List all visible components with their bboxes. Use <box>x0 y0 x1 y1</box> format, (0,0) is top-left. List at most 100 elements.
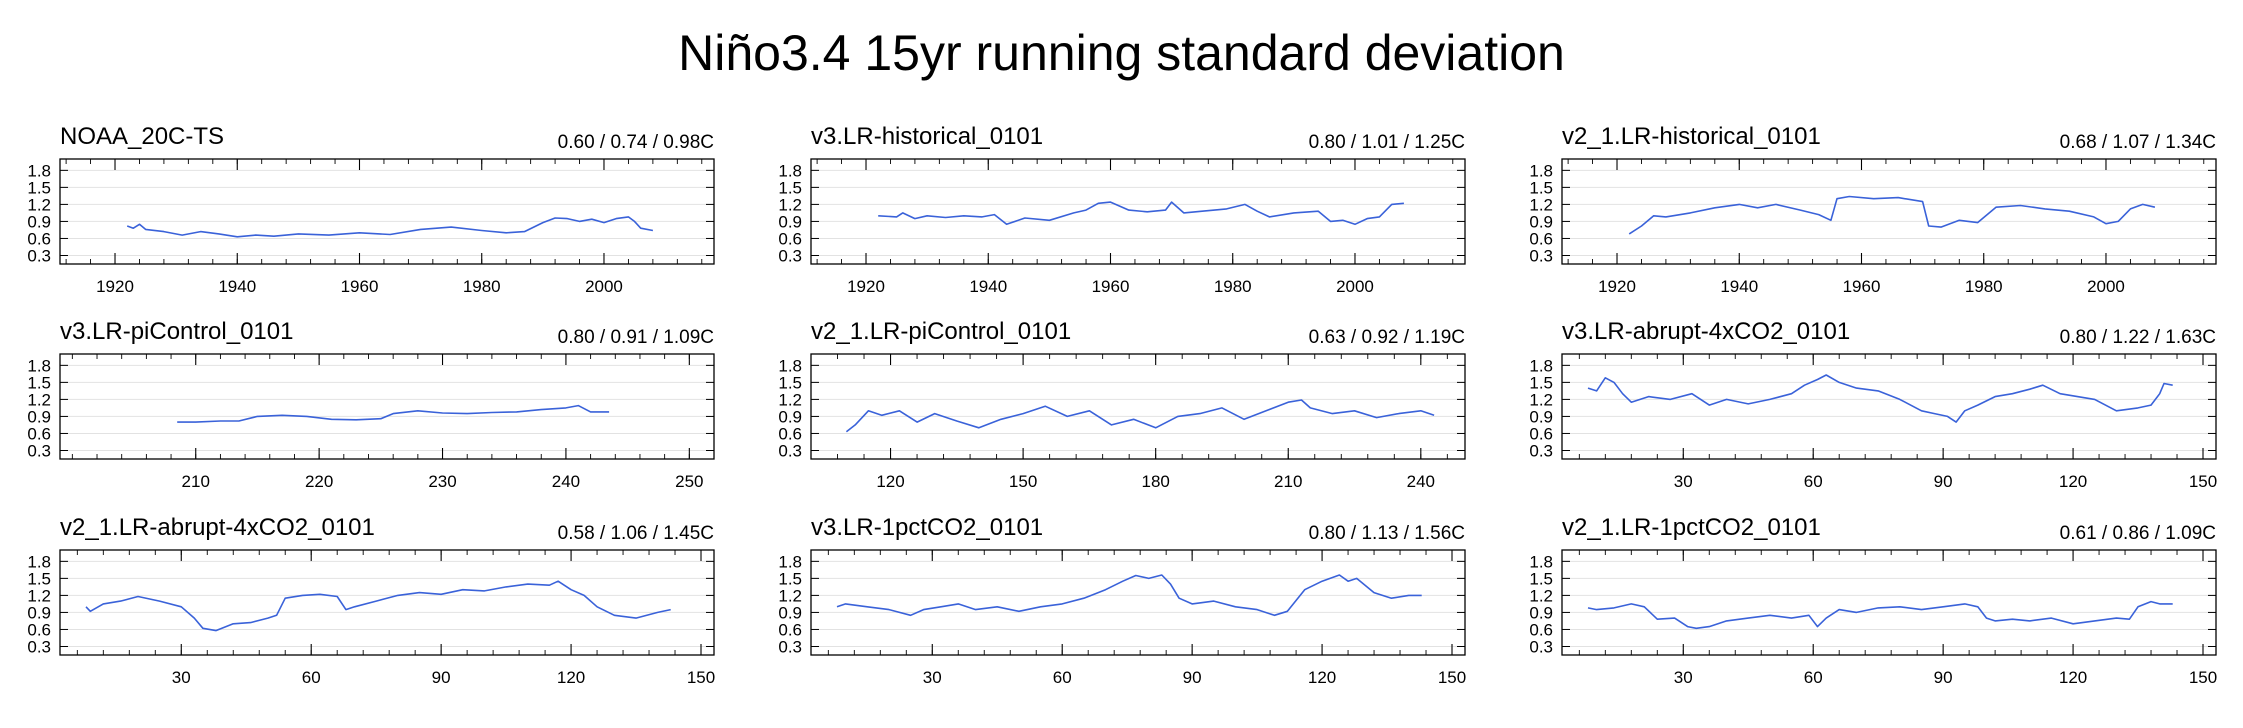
x-tick-label: 210 <box>182 472 210 491</box>
y-tick-label: 0.9 <box>1529 603 1553 622</box>
y-tick-label: 0.3 <box>27 637 51 656</box>
y-tick-label: 0.3 <box>27 441 51 460</box>
y-tick-label: 1.2 <box>27 586 51 605</box>
y-tick-label: 0.3 <box>1529 637 1553 656</box>
y-tick-label: 1.5 <box>27 373 51 392</box>
series-line <box>845 399 1435 433</box>
x-tick-label: 120 <box>1308 668 1336 687</box>
y-tick-label: 1.2 <box>778 195 802 214</box>
plot-frame <box>59 353 715 460</box>
x-tick-label: 220 <box>305 472 333 491</box>
y-tick-label: 1.8 <box>1529 356 1553 375</box>
y-tick-label: 0.9 <box>27 603 51 622</box>
x-tick-label: 30 <box>1674 668 1693 687</box>
series-line <box>878 201 1404 226</box>
y-tick-label: 0.3 <box>778 637 802 656</box>
x-tick-label: 2000 <box>2087 277 2125 296</box>
y-tick-label: 0.6 <box>27 229 51 248</box>
x-tick-label: 60 <box>1053 668 1072 687</box>
y-tick-label: 1.8 <box>778 161 802 180</box>
line-chart-panel: 0.30.60.91.21.51.8 30 60 90 120 150 <box>778 549 1466 687</box>
panel-title: v2_1.LR-1pctCO2_0101 <box>1562 514 1821 541</box>
panel-stats: 0.80 / 1.01 / 1.25C <box>1308 132 1465 153</box>
y-tick-label: 0.3 <box>1529 246 1553 265</box>
y-tick-label: 1.8 <box>778 356 802 375</box>
y-tick-label: 1.8 <box>27 161 51 180</box>
x-tick-label: 30 <box>1674 472 1693 491</box>
y-tick-label: 0.9 <box>1529 407 1553 426</box>
y-tick-label: 1.5 <box>778 569 802 588</box>
plot-frame <box>1561 549 2217 656</box>
panel-title: v2_1.LR-piControl_0101 <box>811 318 1072 345</box>
panel-stats: 0.80 / 1.22 / 1.63C <box>2059 327 2216 348</box>
y-tick-label: 1.8 <box>1529 161 1553 180</box>
y-tick-label: 0.6 <box>778 229 802 248</box>
series-line <box>836 574 1422 617</box>
panel-title: v3.LR-historical_0101 <box>811 123 1044 150</box>
x-tick-label: 240 <box>1407 472 1435 491</box>
y-tick-label: 1.5 <box>1529 569 1553 588</box>
y-tick-label: 0.6 <box>778 424 802 443</box>
x-tick-label: 250 <box>675 472 703 491</box>
x-tick-label: 90 <box>432 668 451 687</box>
y-tick-label: 0.3 <box>1529 441 1553 460</box>
line-chart-panel: 0.30.60.91.21.51.8 1920 1940 1960 1980 2000 <box>1529 158 2217 296</box>
series-line <box>1587 374 2173 423</box>
x-tick-label: 1980 <box>1214 277 1252 296</box>
series-line <box>1628 195 2156 235</box>
y-tick-label: 1.2 <box>778 390 802 409</box>
plot-frame <box>810 549 1466 656</box>
panel-title: v2_1.LR-historical_0101 <box>1562 123 1821 150</box>
line-chart-panel: 0.30.60.91.21.51.8 120 150 180 210 240 <box>778 353 1466 491</box>
x-tick-label: 1980 <box>1965 277 2003 296</box>
y-tick-label: 0.9 <box>778 212 802 231</box>
x-tick-label: 1960 <box>341 277 379 296</box>
y-tick-label: 1.8 <box>27 356 51 375</box>
panel-title: NOAA_20C-TS <box>60 123 225 150</box>
y-tick-label: 0.6 <box>27 424 51 443</box>
y-tick-label: 0.6 <box>1529 424 1553 443</box>
x-tick-label: 150 <box>2189 472 2217 491</box>
plot-frame <box>1561 158 2217 265</box>
plot-frame <box>810 353 1466 460</box>
y-tick-label: 0.6 <box>1529 620 1553 639</box>
x-tick-label: 90 <box>1934 668 1953 687</box>
line-chart-panel: 0.30.60.91.21.51.8 210 220 230 240 250 <box>27 353 715 491</box>
plot-frame <box>810 158 1466 265</box>
x-tick-label: 120 <box>557 668 585 687</box>
y-tick-label: 1.8 <box>778 552 802 571</box>
x-tick-label: 120 <box>2059 668 2087 687</box>
series-line <box>85 580 671 632</box>
line-chart-panel: 0.30.60.91.21.51.8 1920 1940 1960 1980 2000 <box>778 158 1466 296</box>
x-tick-label: 1920 <box>847 277 885 296</box>
series-line <box>126 216 654 238</box>
line-chart-panel: 0.30.60.91.21.51.8 30 60 90 120 150 <box>27 549 715 687</box>
x-tick-label: 210 <box>1274 472 1302 491</box>
x-tick-label: 180 <box>1141 472 1169 491</box>
y-tick-label: 0.9 <box>778 603 802 622</box>
y-tick-label: 1.5 <box>778 178 802 197</box>
y-tick-label: 0.6 <box>1529 229 1553 248</box>
panel-stats: 0.68 / 1.07 / 1.34C <box>2059 132 2216 153</box>
y-tick-label: 1.2 <box>1529 390 1553 409</box>
x-tick-label: 150 <box>2189 668 2217 687</box>
x-tick-label: 1940 <box>969 277 1007 296</box>
y-tick-label: 1.5 <box>27 178 51 197</box>
y-tick-label: 1.2 <box>778 586 802 605</box>
panel-stats: 0.80 / 0.91 / 1.09C <box>557 327 714 348</box>
x-tick-label: 2000 <box>585 277 623 296</box>
y-tick-label: 1.8 <box>27 552 51 571</box>
series-line <box>177 404 610 423</box>
x-tick-label: 2000 <box>1336 277 1374 296</box>
y-tick-label: 1.5 <box>778 373 802 392</box>
y-tick-label: 0.3 <box>778 246 802 265</box>
x-tick-label: 120 <box>876 472 904 491</box>
x-tick-label: 60 <box>1804 472 1823 491</box>
x-tick-label: 30 <box>923 668 942 687</box>
plot-frame <box>59 158 715 265</box>
x-tick-label: 90 <box>1183 668 1202 687</box>
y-tick-label: 1.5 <box>1529 178 1553 197</box>
y-tick-label: 0.3 <box>778 441 802 460</box>
y-tick-label: 0.6 <box>27 620 51 639</box>
